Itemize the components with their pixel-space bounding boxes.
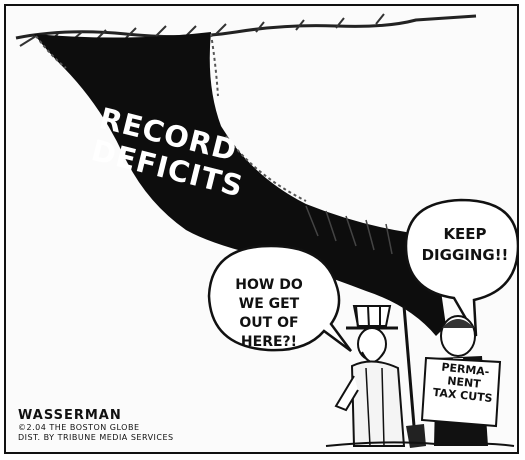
- uncle-sam-figure: [334, 305, 406, 447]
- sign-text: PERMA- NENT TAX CUTS: [432, 360, 494, 406]
- left-speech-text: HOW DO WE GET OUT OF HERE?!: [235, 277, 303, 350]
- ground-surface: [15, 14, 477, 40]
- cartoon-drawing: [15, 13, 517, 448]
- tax-cuts-sign: [420, 356, 502, 428]
- shovel: [402, 305, 416, 427]
- hole-bottom: [325, 441, 515, 447]
- cartoon-panel: RECORD DEFICITS HOW DO WE GET OUT OF HER…: [4, 4, 519, 454]
- copyright-line: ©2.04 THE BOSTON GLOBE: [18, 423, 140, 432]
- left-speech-bubble: [207, 244, 353, 353]
- artist-signature: WASSERMAN ©2.04 THE BOSTON GLOBE DIST. B…: [18, 408, 174, 443]
- artist-name: WASSERMAN: [18, 408, 122, 423]
- deficit-hole: [34, 32, 446, 336]
- right-speech-text: KEEP DIGGING!!: [421, 225, 509, 264]
- distribution-line: DIST. BY TRIBUNE MEDIA SERVICES: [18, 433, 174, 442]
